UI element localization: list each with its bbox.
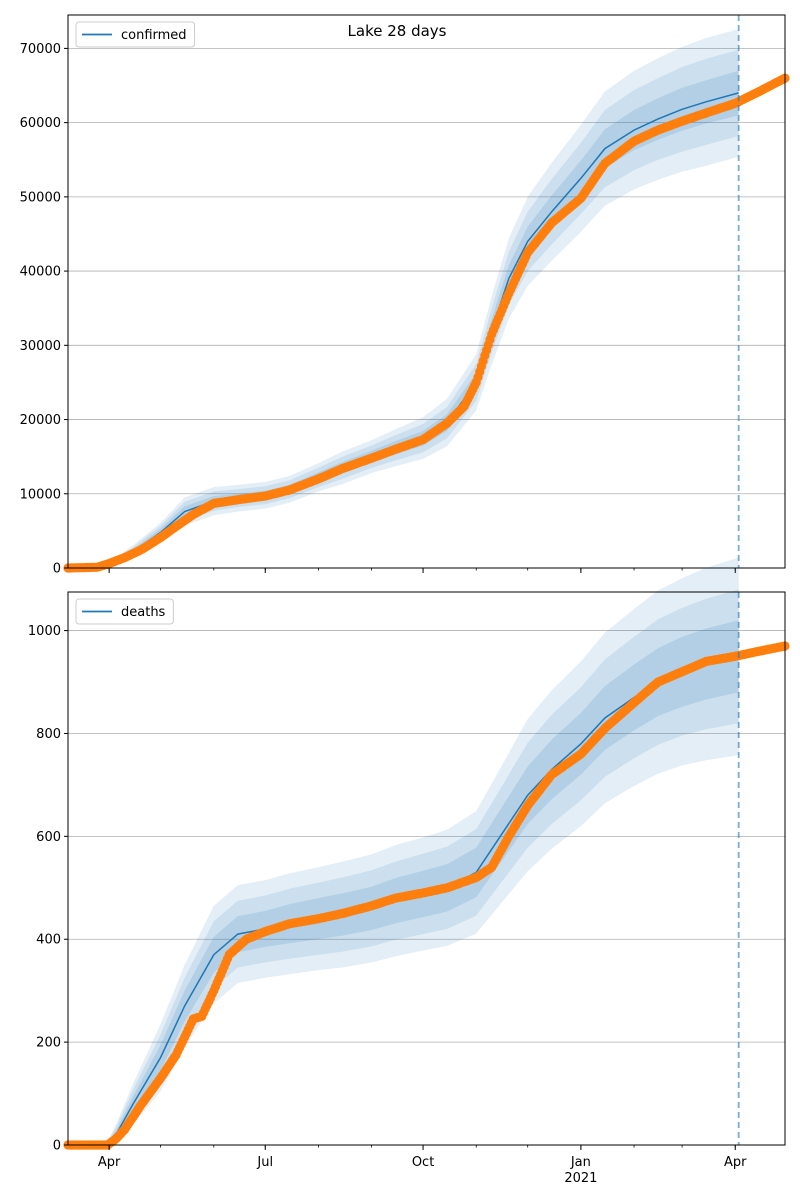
y-tick-label: 600 (36, 830, 61, 845)
y-tick-label: 0 (53, 1139, 61, 1154)
confirmed-panel: 0 10000 20000 30000 40000 50000 60000 70000 con… (20, 14, 790, 577)
x-tick-label: Jul (256, 1155, 273, 1170)
confirmed-gridlines (68, 48, 785, 495)
uncertainty-band-95 (68, 557, 739, 1145)
x-tick-label: Apr (724, 1155, 747, 1170)
confirmed-bands (68, 29, 739, 569)
y-tick-label: 10000 (20, 487, 61, 502)
x-tick-label: Jan (570, 1155, 591, 1170)
uncertainty-band-80 (68, 589, 739, 1145)
uncertainty-band-95 (68, 29, 739, 569)
y-tick-label: 50000 (20, 190, 61, 205)
legend-box (75, 21, 196, 48)
axes-frame (67, 591, 786, 1146)
legend-box (75, 598, 174, 625)
y-tick-label: 30000 (20, 339, 61, 354)
x-tick-label: Oct (412, 1155, 434, 1170)
legend-label: deaths (121, 605, 166, 620)
deaths-observed (63, 641, 790, 1150)
confirmed-observed (63, 73, 790, 573)
suptitle: Lake 28 days (348, 22, 447, 40)
legend-label: confirmed (121, 28, 187, 43)
y-tick-label: 60000 (20, 116, 61, 131)
x-tick-sublabel: 2021 (564, 1171, 597, 1186)
y-tick-label: 200 (36, 1036, 61, 1051)
y-tick-label: 20000 (20, 413, 61, 428)
y-tick-label: 0 (53, 562, 61, 577)
y-tick-label: 800 (36, 727, 61, 742)
deaths-legend: deaths (75, 598, 174, 625)
x-tick-label: Apr (98, 1155, 121, 1170)
y-tick-label: 40000 (20, 265, 61, 280)
y-tick-label: 1000 (28, 624, 61, 639)
confirmed-legend: confirmed (75, 21, 196, 48)
deaths-gridlines (68, 630, 785, 1043)
uncertainty-band-80 (68, 49, 739, 568)
y-tick-label: 70000 (20, 42, 61, 57)
confirmed-axes: 0 10000 20000 30000 40000 50000 60000 70000 (20, 14, 786, 577)
uncertainty-band-50 (68, 70, 739, 568)
y-tick-label: 400 (36, 933, 61, 948)
uncertainty-band-50 (68, 620, 739, 1145)
axes-frame (67, 14, 786, 569)
deaths-bands (68, 557, 739, 1145)
